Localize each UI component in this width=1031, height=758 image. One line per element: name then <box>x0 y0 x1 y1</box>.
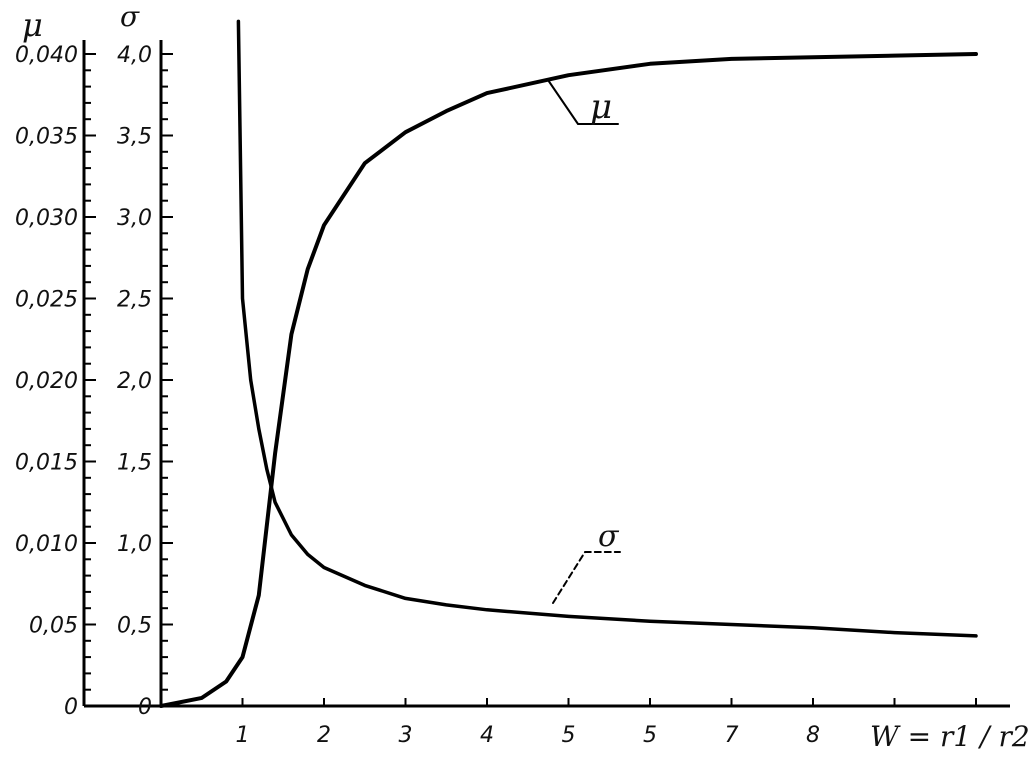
x-tick-label: 8 <box>806 723 820 748</box>
right-tick-label: 0,5 <box>117 614 152 639</box>
x-tick-label: 4 <box>480 723 494 748</box>
sigma-annotation-leader <box>552 551 621 604</box>
left-tick-label: 0,025 <box>15 288 78 313</box>
right-tick-label: 4,0 <box>117 43 152 68</box>
x-tick-labels: 1 2 3 4 5 5 7 8 <box>236 723 821 748</box>
x-tick-label: 5 <box>643 723 657 748</box>
left-tick-label: 0,015 <box>15 451 78 476</box>
right-tick-label: 3,0 <box>117 206 152 231</box>
right-tick-label: 1,5 <box>117 451 152 476</box>
x-tick-label: 3 <box>399 723 413 748</box>
right-tick-label: 3,5 <box>117 125 152 150</box>
minor-ticks <box>84 53 977 707</box>
left-tick-label: 0,030 <box>15 206 78 231</box>
left-axis-label: μ <box>22 6 43 44</box>
series-layer <box>159 19 978 708</box>
right-tick-label: 0 <box>138 695 152 720</box>
x-tick-label: 7 <box>725 723 739 748</box>
x-tick-label: 5 <box>562 723 576 748</box>
x-tick-label: 2 <box>317 723 331 748</box>
mu-annotation-leader <box>547 79 619 125</box>
mu-series-line <box>159 52 978 708</box>
left-tick-label: 0 <box>64 695 78 720</box>
x-tick-label: 1 <box>236 723 250 748</box>
left-tick-label: 0,05 <box>29 614 78 639</box>
right-tick-label: 1,0 <box>117 532 152 557</box>
right-tick-label: 2,5 <box>117 288 152 313</box>
sigma-annotation: σ <box>598 519 620 554</box>
left-tick-label: 0,020 <box>15 369 78 394</box>
right-tick-label: 2,0 <box>117 369 152 394</box>
left-tick-label: 0,040 <box>15 43 78 68</box>
x-axis-label: W = r1 / r2 <box>870 720 1030 753</box>
left-tick-labels: 0 0,05 0,010 0,015 0,020 0,025 0,030 0,035 0,040 <box>15 43 78 720</box>
mu-annotation: μ <box>590 87 612 127</box>
left-tick-label: 0,010 <box>15 532 78 557</box>
sigma-series-line <box>236 19 978 638</box>
left-tick-label: 0,035 <box>15 125 78 150</box>
right-tick-labels: 0 0,5 1,0 1,5 2,0 2,5 3,0 3,5 4,0 <box>117 43 152 720</box>
right-axis-label: σ <box>120 0 140 33</box>
